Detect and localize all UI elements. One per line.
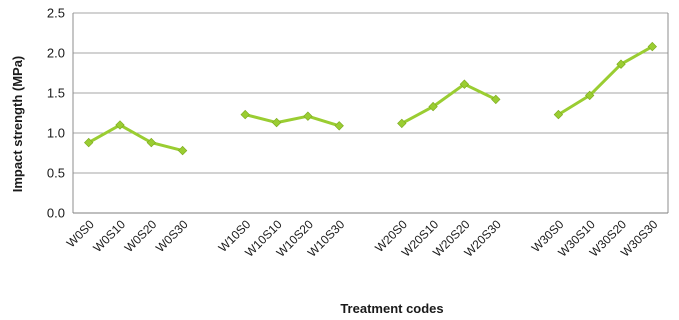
x-axis-title: Treatment codes: [340, 301, 443, 316]
data-point-W30S20: [616, 59, 626, 69]
data-point-W20S0: [397, 118, 407, 129]
data-point-W30S30: [647, 41, 657, 52]
data-point-W0S0: [84, 137, 94, 148]
axes: [72, 13, 669, 214]
series-line-group-3: [401, 82, 497, 125]
data-point-W30S0: [553, 109, 564, 120]
y-tick-label: 1.0: [47, 126, 65, 141]
data-point-W0S30: [177, 145, 188, 156]
series-line-group-4: [557, 45, 654, 116]
y-tick-label: 0.0: [47, 206, 65, 221]
x-tick-label: W0S30: [153, 217, 191, 255]
data-point-W0S10: [115, 120, 125, 130]
data-point-W0S20: [146, 137, 156, 148]
y-tick-label: 2.5: [47, 6, 65, 21]
data-point-W20S20: [459, 79, 470, 89]
x-tick-label: W0S20: [122, 217, 160, 255]
data-point-W10S0: [240, 109, 250, 120]
y-tick-label: 1.5: [47, 86, 65, 101]
gridlines: [73, 12, 668, 174]
y-tick-label: 2.0: [47, 46, 65, 61]
y-axis-title: Impact strength (MPa): [10, 56, 25, 193]
data-point-W20S30: [491, 94, 501, 105]
data-point-W10S20: [303, 111, 313, 121]
x-tick-label: W0S10: [90, 217, 128, 255]
data-point-W10S30: [334, 121, 344, 131]
series-line-group-1: [87, 123, 183, 153]
data-point-W10S10: [271, 117, 282, 128]
y-tick-labels: 0.0 0.5 1.0 1.5 2.0 2.5: [47, 6, 65, 221]
data-point-W20S10: [428, 101, 438, 112]
series: [84, 41, 657, 156]
data-point-W30S10: [585, 90, 595, 101]
y-tick-label: 0.5: [47, 166, 65, 181]
series-line-group-2: [244, 113, 340, 128]
